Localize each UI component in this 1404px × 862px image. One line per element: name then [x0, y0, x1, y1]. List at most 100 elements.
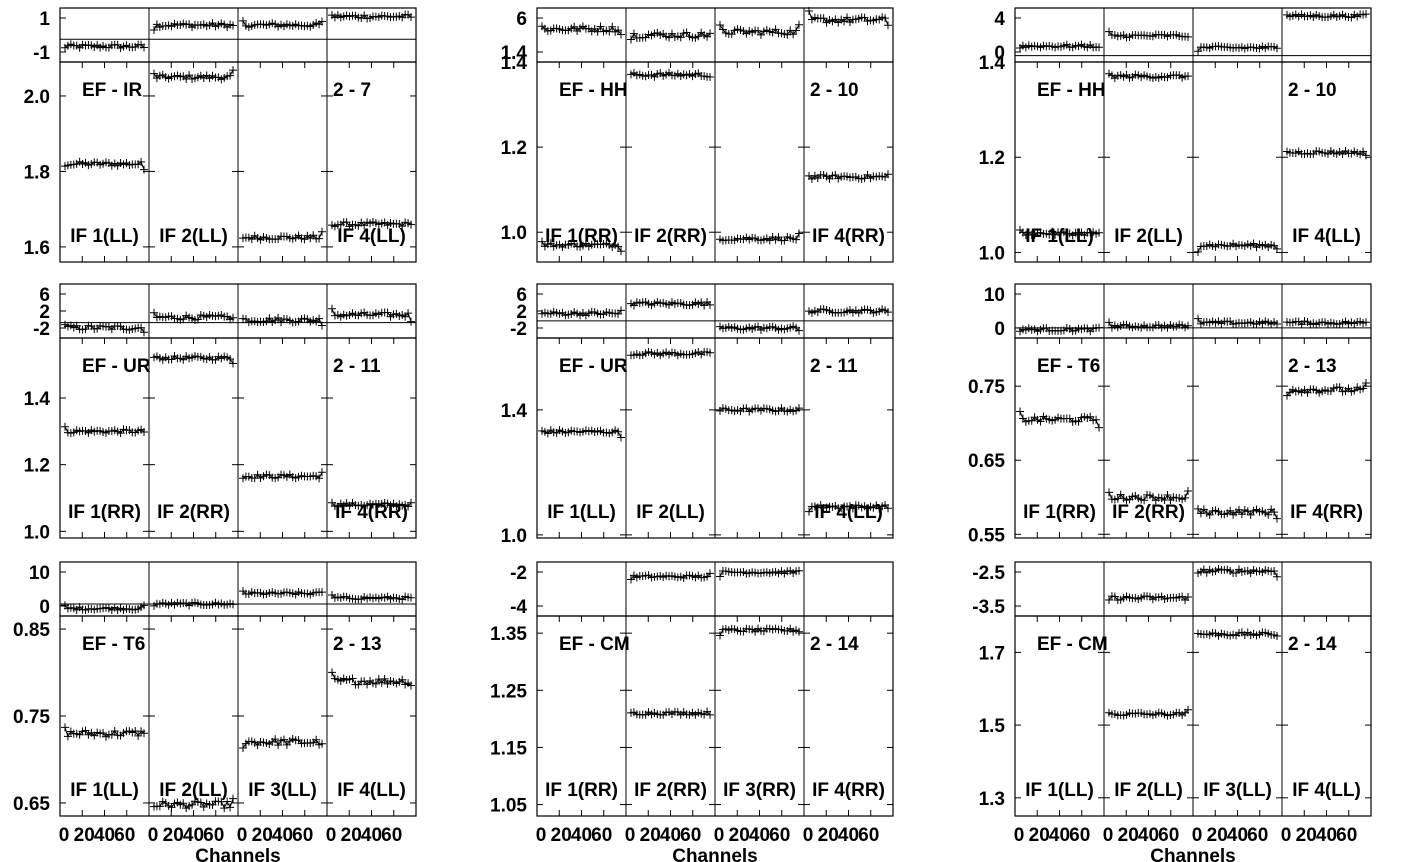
phase-series-point [884, 21, 892, 30]
x-tick-label: 40 [749, 825, 770, 846]
x-tick-label: 20 [1118, 825, 1139, 846]
amp-series-point [223, 797, 232, 806]
amp-series-point [407, 681, 415, 690]
phase-y-tick-label: -1 [33, 43, 50, 64]
if-label: IF 2(LL) [636, 502, 705, 523]
amp-series-point [617, 433, 625, 442]
amp-series-point [328, 668, 336, 677]
if-label: IF 1(RR) [545, 226, 618, 247]
amp-series-point [407, 220, 415, 229]
phase-series-point [881, 14, 890, 23]
amp-series-line [1286, 382, 1367, 396]
if-label: IF 1(RR) [68, 502, 141, 523]
amp-series-point [134, 731, 143, 740]
phase-y-tick-label: 2 [39, 302, 50, 323]
amp-series-point [1362, 151, 1370, 160]
if-label: IF 4(RR) [812, 780, 885, 801]
amp-series-point [716, 631, 724, 640]
phase-y-tick-label: 0 [994, 43, 1005, 64]
phase-series-point [1273, 319, 1281, 328]
phase-series-point [627, 575, 635, 584]
x-tick-label: 40 [1049, 825, 1070, 846]
phase-series-point [1194, 314, 1202, 323]
amp-series-point [312, 735, 321, 744]
amp-y-tick-label: 1.2 [24, 456, 50, 477]
baseline-index-label: 2 - 11 [333, 356, 381, 377]
panel-group-c1-r1 [59, 7, 417, 263]
x-tick-label: 20 [729, 825, 750, 846]
x-tick-label: 40 [1316, 825, 1337, 846]
amp-series-point [220, 804, 229, 813]
amp-series-point [196, 798, 205, 807]
phase-series-point [383, 308, 392, 317]
x-tick-label: 0 [148, 825, 159, 846]
amp-y-tick-label: 0.55 [968, 525, 1005, 546]
amp-series-point [1036, 417, 1045, 426]
x-tick-label: 20 [163, 825, 184, 846]
amp-y-tick-label: 1.4 [24, 389, 51, 410]
if-label: IF 2(RR) [634, 226, 707, 247]
baseline-index-label: 2 - 10 [810, 80, 859, 101]
amp-series-point [706, 710, 714, 719]
amp-y-tick-label: 1.2 [501, 138, 527, 159]
amp-series-point [795, 627, 803, 636]
amp-series-point [229, 359, 237, 368]
amp-series-point [884, 504, 892, 513]
amp-series-point [1095, 228, 1103, 237]
amp-series-point [380, 674, 389, 683]
amp-series-point [407, 498, 415, 507]
phase-y-tick-label: -2 [510, 563, 527, 584]
x-tick-label: 40 [1138, 825, 1159, 846]
amp-series-point [179, 799, 188, 808]
phase-y-tick-label: -2.5 [972, 563, 1005, 584]
x-tick-label: 40 [571, 825, 592, 846]
x-tick-label: 0 [625, 825, 636, 846]
amp-series-line [331, 672, 412, 686]
phase-y-tick-label: 10 [29, 563, 50, 584]
baseline-index-label: 2 - 14 [1288, 634, 1337, 655]
phase-series-point [1270, 566, 1279, 575]
amp-series-point [318, 739, 326, 748]
phase-series-point [318, 17, 326, 26]
amp-series-point [614, 242, 623, 251]
baseline-label: EF - UR [559, 356, 628, 377]
phase-y-tick-label: 6 [516, 285, 527, 306]
if-label: IF 1(RR) [545, 780, 618, 801]
amp-series-point [1273, 632, 1281, 641]
amp-y-tick-label: 1.0 [501, 526, 527, 547]
amp-series-point [61, 422, 69, 431]
x-tick-label: 0 [237, 825, 248, 846]
phase-series-point [676, 33, 685, 42]
baseline-index-label: 2 - 14 [810, 634, 859, 655]
x-tick-label: 60 [1247, 825, 1268, 846]
amp-series-point [706, 73, 714, 82]
phase-series-point [274, 313, 283, 322]
amp-y-tick-label: 1.35 [490, 624, 527, 645]
x-tick-label: 40 [838, 825, 859, 846]
phase-series-point [1095, 323, 1103, 332]
phase-series-point [1362, 318, 1370, 327]
x-axis-title: Channels [195, 846, 281, 862]
if-label: IF 3(RR) [723, 780, 796, 801]
x-tick-label: 20 [1207, 825, 1228, 846]
amp-series-point [1184, 705, 1192, 714]
amp-series-point [63, 732, 72, 741]
phase-y-tick-label: 2 [516, 302, 527, 323]
panel-group-c2-r3 [536, 561, 894, 817]
amp-y-tick-label: 1.4 [979, 53, 1006, 74]
phase-series-point [716, 572, 724, 581]
x-tick-label: 0 [59, 825, 70, 846]
phase-y-tick-label: 0 [994, 319, 1005, 340]
phase-y-tick-label: 0 [39, 597, 50, 618]
phase-series-point [407, 593, 415, 602]
phase-series-point [1105, 318, 1113, 327]
if-label: IF 4(LL) [814, 502, 883, 523]
amp-y-tick-label: 0.75 [13, 707, 50, 728]
amp-series-point [1359, 384, 1368, 393]
amp-series-point [81, 726, 90, 735]
x-axis-title: Channels [1150, 846, 1236, 862]
phase-series-point [1184, 32, 1192, 41]
amp-y-tick-label: 1.6 [24, 238, 50, 259]
x-tick-label: 0 [1014, 825, 1025, 846]
panel-group-c3-r1 [1014, 7, 1372, 263]
